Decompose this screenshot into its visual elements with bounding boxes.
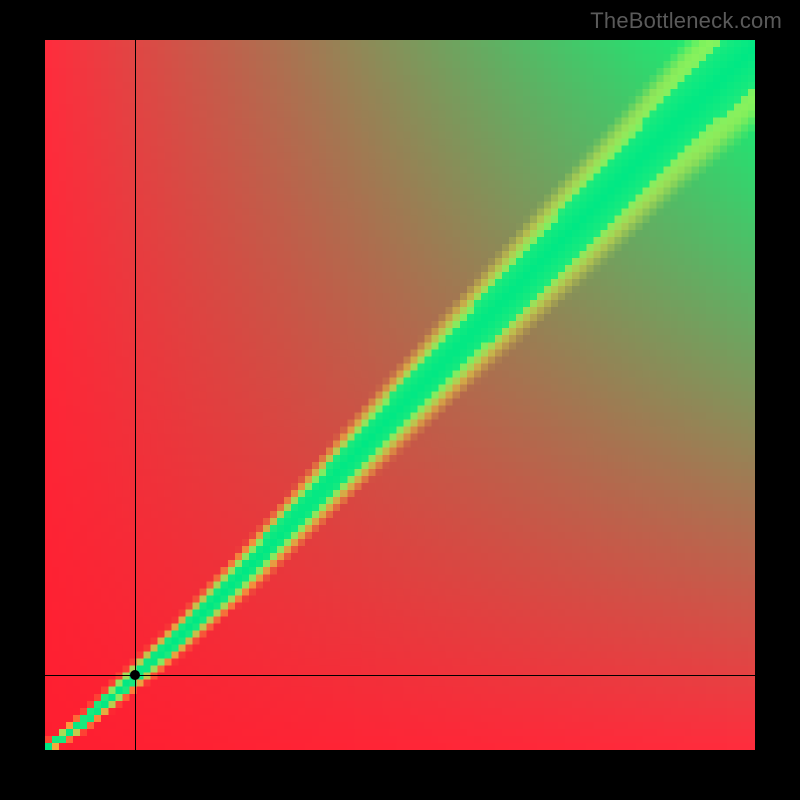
chart-container: TheBottleneck.com	[0, 0, 800, 800]
crosshair-horizontal	[45, 675, 755, 676]
plot-area	[45, 40, 755, 750]
watermark-text: TheBottleneck.com	[590, 8, 782, 34]
crosshair-marker	[130, 670, 140, 680]
crosshair-vertical	[135, 40, 136, 750]
heatmap-canvas	[45, 40, 755, 750]
